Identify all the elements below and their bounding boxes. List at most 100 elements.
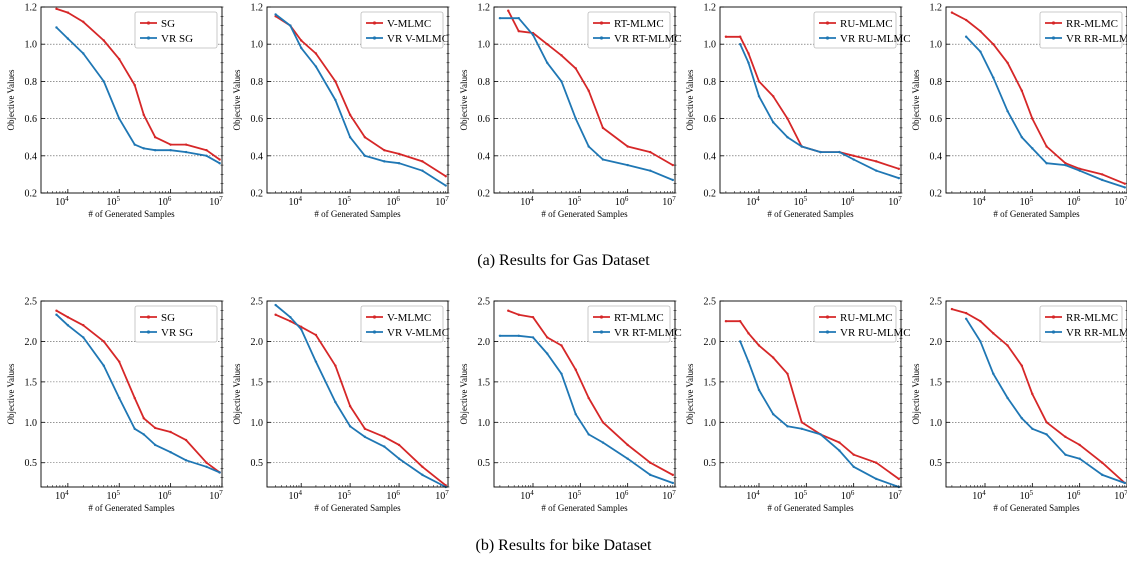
data-point — [1078, 443, 1081, 447]
data-point — [601, 126, 605, 130]
y-axis-label: Objective Values — [685, 69, 695, 131]
data-point — [649, 169, 652, 172]
data-point — [421, 169, 424, 172]
chart-panel-a-2: 0.2 0.4 0.6 0.8 1.0 1.2 104 105 106 107 V-MLMC VR V… — [232, 3, 450, 219]
y-tick-label: 2.0 — [704, 337, 717, 348]
data-point — [574, 368, 577, 371]
x-tick-label: 107 — [662, 195, 676, 208]
legend-box — [134, 11, 218, 49]
legend-box — [587, 11, 671, 49]
data-point — [1064, 453, 1067, 456]
data-point — [1006, 344, 1009, 347]
x-tick-exponent: 5 — [1030, 489, 1034, 497]
data-point — [66, 37, 70, 40]
x-tick-exponent: 5 — [1030, 195, 1034, 203]
data-point — [772, 356, 775, 359]
x-tick-exponent: 7 — [219, 195, 223, 203]
data-point — [531, 33, 535, 37]
legend-label: RU-MLMC — [840, 312, 893, 324]
data-point — [757, 388, 761, 392]
y-tick-label: 2.0 — [478, 337, 491, 348]
x-tick-exponent: 4 — [298, 489, 302, 497]
x-tick-label: 105 — [1020, 195, 1034, 208]
x-tick-label: 105 — [568, 195, 582, 208]
y-axis-label: Objective Values — [685, 363, 695, 425]
data-point — [444, 184, 447, 187]
y-tick-label: 0.2 — [251, 189, 264, 200]
data-point — [363, 427, 367, 430]
data-point — [133, 83, 136, 87]
data-point — [626, 443, 629, 447]
chart-panel-b-4: 0.5 1.0 1.5 2.0 2.5 104 105 106 107 RU-MLMC VR RU-… — [685, 297, 911, 514]
x-tick-exponent: 5 — [347, 195, 351, 203]
x-axis-label: # of Generated Samples — [314, 209, 401, 219]
x-axis-label: # of Generated Samples — [767, 209, 854, 219]
x-tick-exponent: 6 — [396, 489, 400, 497]
x-tick-label: 107 — [209, 195, 223, 208]
data-point — [757, 95, 761, 98]
data-point — [300, 46, 303, 50]
data-point — [1045, 433, 1048, 436]
legend-label: RT-MLMC — [614, 312, 664, 324]
legend-marker — [1051, 21, 1056, 25]
y-tick-label: 1.2 — [25, 3, 38, 14]
x-tick-label: 106 — [1067, 489, 1081, 502]
legend-box — [134, 305, 218, 343]
legend: V-MLMC VR V-MLMC — [360, 305, 449, 343]
y-tick-label: 0.4 — [930, 151, 943, 162]
legend-marker — [825, 21, 830, 25]
data-point — [348, 136, 352, 139]
y-tick-label: 1.0 — [25, 40, 38, 51]
data-point — [517, 313, 520, 316]
data-point — [992, 332, 995, 335]
data-point — [531, 336, 535, 339]
legend-label: VR V-MLMC — [387, 327, 449, 339]
legend-label: VR RU-MLMC — [840, 33, 911, 45]
data-point — [1123, 182, 1127, 185]
data-point — [1123, 481, 1127, 485]
legend: SG VR SG — [134, 11, 218, 49]
data-point — [334, 80, 337, 83]
data-point — [1064, 435, 1067, 439]
legend: RT-MLMC VR RT-MLMC — [587, 11, 682, 49]
x-tick-label: 107 — [435, 195, 449, 208]
data-point — [397, 457, 401, 460]
caption-bike: (b) Results for bike Dataset — [475, 537, 652, 554]
plot-frame — [40, 300, 223, 488]
y-tick-label: 0.6 — [930, 114, 943, 125]
legend-label: VR SG — [161, 327, 193, 339]
data-point — [747, 360, 750, 363]
data-point — [852, 465, 855, 468]
x-axis-label: # of Generated Samples — [993, 209, 1080, 219]
legend-marker — [1051, 315, 1056, 319]
data-point — [102, 39, 105, 42]
data-point — [397, 162, 401, 165]
data-point — [897, 176, 901, 180]
data-point — [626, 457, 629, 460]
data-point — [314, 360, 318, 363]
data-point — [1101, 461, 1104, 464]
legend-label: VR RU-MLMC — [840, 327, 911, 339]
data-point — [819, 433, 822, 436]
data-point — [1123, 186, 1127, 189]
data-point — [507, 9, 510, 12]
x-tick-exponent: 7 — [445, 195, 449, 203]
data-point — [444, 175, 447, 178]
data-point — [738, 43, 742, 46]
series-line-method — [951, 308, 1126, 484]
y-tick-label: 0.4 — [704, 151, 717, 162]
x-tick-label: 105 — [106, 195, 120, 208]
data-point — [626, 145, 629, 148]
data-point — [169, 143, 172, 146]
data-point — [1031, 117, 1034, 120]
data-point — [546, 61, 549, 64]
chart-panel-b-3: 0.5 1.0 1.5 2.0 2.5 104 105 106 107 RT-MLMC VR RT-… — [459, 297, 682, 514]
y-axis-label: Objective Values — [232, 363, 242, 425]
x-axis-label: # of Generated Samples — [541, 209, 628, 219]
x-axis-label: # of Generated Samples — [88, 209, 175, 219]
x-tick-label: 105 — [1020, 489, 1034, 502]
chart-panel-a-1: 0.2 0.4 0.6 0.8 1.0 1.2 104 105 106 107 SG VR SG # o… — [6, 3, 224, 219]
x-tick-exponent: 5 — [347, 489, 351, 497]
legend-marker — [599, 36, 604, 40]
chart-panel-a-5: 0.2 0.4 0.6 0.8 1.0 1.2 104 105 106 107 RR-MLMC VR … — [911, 3, 1127, 219]
